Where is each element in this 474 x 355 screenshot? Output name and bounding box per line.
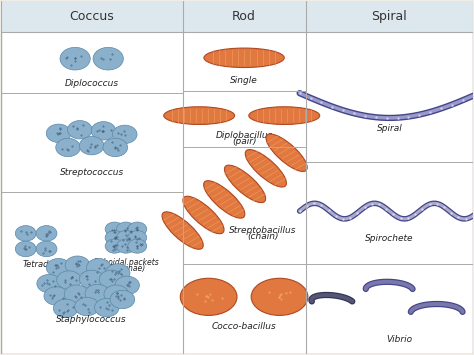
Circle shape [36,225,57,241]
Circle shape [93,47,123,70]
Text: Coccus: Coccus [69,10,114,23]
Circle shape [15,225,36,241]
Text: (Sarcinae): (Sarcinae) [106,264,146,273]
Text: Diplobacillus: Diplobacillus [215,131,273,140]
Circle shape [105,239,124,253]
Ellipse shape [245,149,286,187]
Ellipse shape [204,181,245,218]
Text: Rod: Rod [232,10,256,23]
Ellipse shape [180,278,237,315]
Text: Streptobacillus: Streptobacillus [229,226,297,235]
Ellipse shape [164,107,235,125]
Circle shape [37,274,62,293]
Circle shape [128,230,147,245]
Ellipse shape [251,278,308,315]
Circle shape [91,122,116,140]
Circle shape [64,285,89,304]
Circle shape [79,136,104,155]
Circle shape [105,230,124,245]
Text: Tetrad: Tetrad [23,260,49,269]
Circle shape [117,230,136,245]
Text: (chain): (chain) [247,232,279,241]
Circle shape [85,284,109,303]
Text: (pair): (pair) [232,137,256,146]
Circle shape [99,270,124,289]
Bar [182,1,306,32]
Text: Spiral: Spiral [372,10,407,23]
Text: Spiral: Spiral [376,124,402,133]
Text: Cocco-bacillus: Cocco-bacillus [212,322,276,332]
Circle shape [112,125,137,143]
Circle shape [104,285,128,304]
Circle shape [68,121,92,139]
Circle shape [75,297,99,316]
Ellipse shape [249,107,319,125]
Circle shape [36,241,57,257]
Text: Diplococcus: Diplococcus [64,79,118,88]
Circle shape [128,239,147,253]
Circle shape [86,258,111,277]
Circle shape [15,241,36,257]
Text: Single: Single [230,76,258,85]
Text: Staphylococcus: Staphylococcus [56,315,127,324]
Text: Vibrio: Vibrio [386,335,412,344]
Circle shape [115,276,139,295]
Circle shape [57,271,81,289]
Circle shape [46,124,71,142]
Ellipse shape [162,212,203,249]
Ellipse shape [224,165,265,203]
Circle shape [60,47,90,70]
Circle shape [54,299,78,317]
Circle shape [105,264,130,282]
Circle shape [46,258,71,277]
Text: Cuboidal packets: Cuboidal packets [93,258,159,267]
Circle shape [105,222,124,236]
Ellipse shape [266,134,307,171]
Text: Streptococcus: Streptococcus [60,168,124,177]
Circle shape [117,239,136,253]
Circle shape [94,299,119,317]
Circle shape [65,256,90,274]
Circle shape [56,138,80,157]
Ellipse shape [204,48,284,67]
Circle shape [110,290,135,309]
Circle shape [128,222,147,236]
Circle shape [44,287,69,305]
Bar [0,1,182,32]
Ellipse shape [183,196,224,234]
Circle shape [79,270,104,289]
Bar [306,1,474,32]
Text: Spirochete: Spirochete [365,234,414,243]
Circle shape [117,222,136,236]
Circle shape [103,138,128,157]
